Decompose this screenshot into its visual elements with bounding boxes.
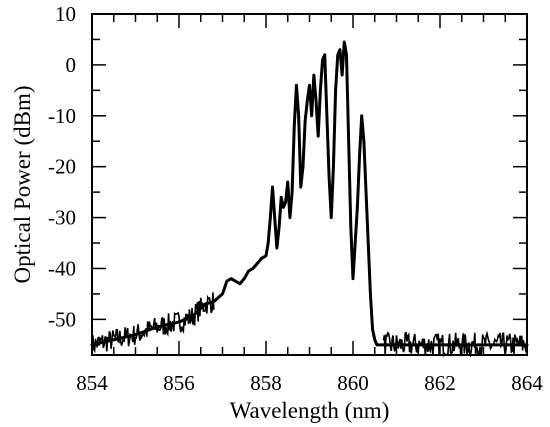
y-tick-labels: 10 0 -10 -20 -30 -40 -50 (48, 2, 76, 331)
x-tick-label: 864 (511, 371, 543, 395)
x-tick-label: 862 (424, 371, 456, 395)
x-tick-label: 856 (163, 371, 195, 395)
y-tick-label: 0 (66, 53, 77, 77)
series-line (90, 40, 529, 347)
y-axis-label: Optical Power (dBm) (10, 85, 35, 283)
y-tick-label: -10 (48, 104, 76, 128)
x-tick-label: 854 (76, 371, 108, 395)
plot-frame (91, 13, 528, 356)
y-tick-label: -30 (48, 206, 76, 230)
x-tick-label: 858 (250, 371, 282, 395)
x-axis-label: Wavelength (nm) (230, 398, 390, 423)
ticks (91, 13, 528, 355)
y-tick-label: -40 (48, 256, 76, 280)
y-tick-label: 10 (55, 2, 76, 26)
y-tick-label: -50 (48, 307, 76, 331)
x-tick-labels: 854 856 858 860 862 864 (76, 371, 543, 395)
x-tick-label: 860 (337, 371, 369, 395)
y-tick-label: -20 (48, 155, 76, 179)
